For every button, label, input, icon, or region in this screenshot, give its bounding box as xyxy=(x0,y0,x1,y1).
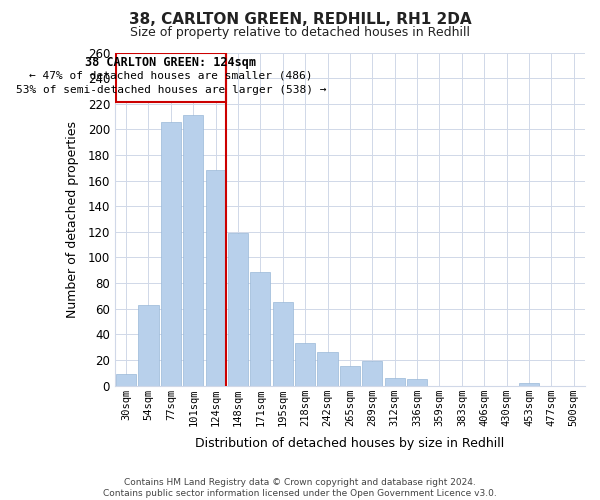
Bar xyxy=(317,352,338,386)
Bar xyxy=(206,170,226,386)
Bar xyxy=(362,362,382,386)
X-axis label: Distribution of detached houses by size in Redhill: Distribution of detached houses by size … xyxy=(196,437,505,450)
Text: 38, CARLTON GREEN, REDHILL, RH1 2DA: 38, CARLTON GREEN, REDHILL, RH1 2DA xyxy=(128,12,472,28)
Text: Size of property relative to detached houses in Redhill: Size of property relative to detached ho… xyxy=(130,26,470,39)
FancyBboxPatch shape xyxy=(116,52,226,102)
Bar xyxy=(250,272,271,386)
Bar xyxy=(340,366,360,386)
Bar xyxy=(183,116,203,386)
Text: 53% of semi-detached houses are larger (538) →: 53% of semi-detached houses are larger (… xyxy=(16,84,326,94)
Text: Contains HM Land Registry data © Crown copyright and database right 2024.
Contai: Contains HM Land Registry data © Crown c… xyxy=(103,478,497,498)
Y-axis label: Number of detached properties: Number of detached properties xyxy=(67,120,79,318)
Text: 38 CARLTON GREEN: 124sqm: 38 CARLTON GREEN: 124sqm xyxy=(85,56,256,70)
Text: ← 47% of detached houses are smaller (486): ← 47% of detached houses are smaller (48… xyxy=(29,70,313,81)
Bar xyxy=(161,122,181,386)
Bar xyxy=(407,379,427,386)
Bar xyxy=(228,233,248,386)
Bar xyxy=(295,344,315,386)
Bar xyxy=(273,302,293,386)
Bar xyxy=(519,383,539,386)
Bar xyxy=(385,378,405,386)
Bar xyxy=(139,305,158,386)
Bar xyxy=(116,374,136,386)
